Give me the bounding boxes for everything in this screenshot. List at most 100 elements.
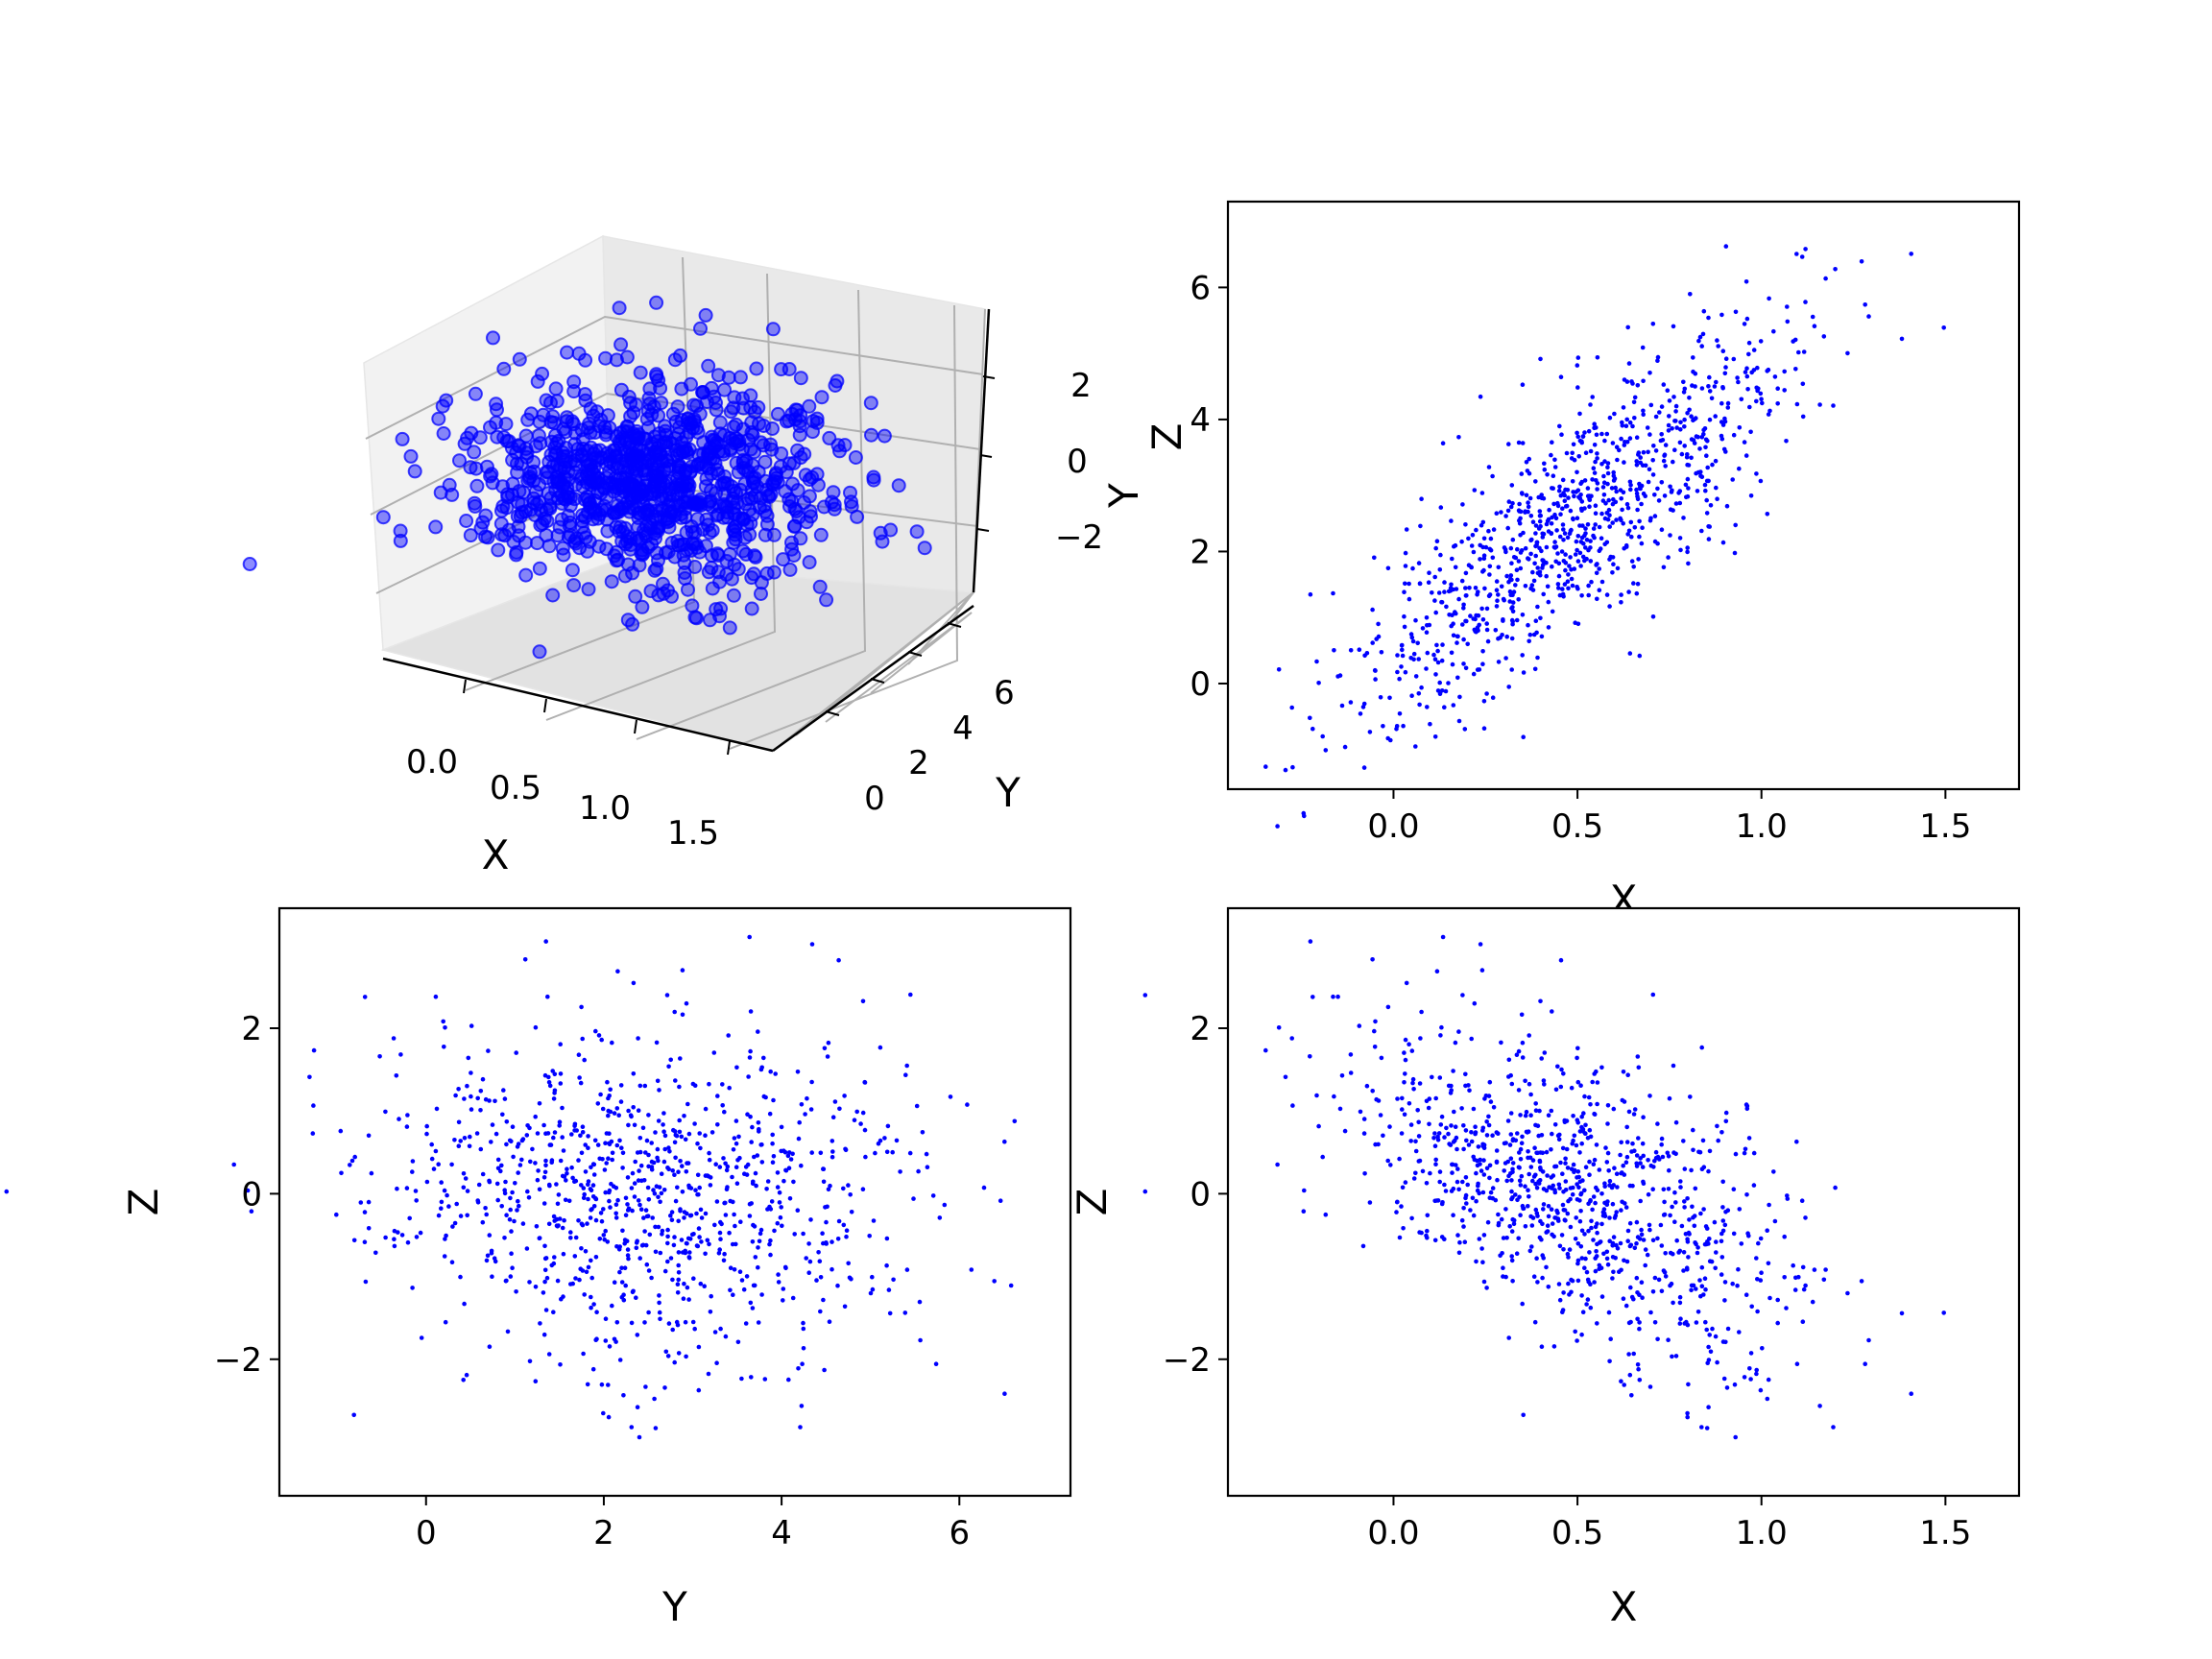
scatter-point bbox=[1510, 537, 1516, 542]
scatter-point bbox=[1503, 549, 1508, 555]
scatter-point bbox=[1685, 476, 1691, 482]
scatter-point bbox=[1570, 479, 1575, 484]
scatter-point bbox=[485, 1253, 491, 1259]
scatter-point bbox=[695, 1141, 700, 1146]
scatter-point bbox=[1575, 434, 1580, 440]
scatter-point bbox=[1533, 523, 1539, 528]
scatter-point bbox=[1521, 1206, 1527, 1211]
scatter-point bbox=[1348, 700, 1354, 705]
scatter-point bbox=[535, 1131, 541, 1136]
scatter-point-3d bbox=[457, 436, 472, 451]
scatter-point bbox=[682, 1210, 687, 1214]
scatter-point bbox=[1586, 583, 1591, 589]
scatter-point bbox=[1558, 1160, 1563, 1166]
scatter-point bbox=[1610, 441, 1616, 445]
scatter-point bbox=[465, 1083, 469, 1089]
scatter-point bbox=[1337, 673, 1343, 678]
scatter-point bbox=[527, 1125, 532, 1131]
scatter-point bbox=[1482, 586, 1487, 591]
scatter-point bbox=[1782, 388, 1787, 393]
scatter-point bbox=[626, 1108, 631, 1114]
scatter-point bbox=[1480, 519, 1486, 525]
scatter-point bbox=[541, 1122, 546, 1128]
scatter-point bbox=[1694, 1286, 1698, 1291]
scatter-point bbox=[1625, 1072, 1630, 1077]
scatter-point bbox=[702, 1284, 707, 1288]
scatter-point bbox=[1583, 531, 1588, 536]
scatter-point bbox=[1474, 613, 1479, 618]
scatter-point bbox=[1263, 764, 1268, 769]
scatter-point bbox=[1501, 1265, 1505, 1270]
scatter-point bbox=[1650, 614, 1656, 619]
scatter-point bbox=[1432, 1143, 1438, 1148]
scatter-point bbox=[1720, 349, 1726, 354]
scatter-point bbox=[748, 1009, 754, 1014]
scatter-point bbox=[1402, 1112, 1407, 1118]
scatter-point bbox=[1332, 1094, 1336, 1099]
scatter-point bbox=[410, 1169, 415, 1174]
scatter-point bbox=[231, 1162, 236, 1167]
scatter-point bbox=[1683, 482, 1689, 488]
scatter-point bbox=[1683, 1232, 1689, 1237]
scatter-point bbox=[849, 1210, 854, 1214]
scatter-point bbox=[1652, 514, 1658, 518]
scatter-point bbox=[1608, 1336, 1613, 1341]
scatter-point bbox=[1540, 535, 1546, 540]
scatter-point bbox=[1657, 410, 1662, 415]
scatter-point bbox=[1490, 1186, 1496, 1190]
scatter-point bbox=[1574, 539, 1579, 544]
scatter-point bbox=[1360, 1243, 1366, 1249]
scatter-point bbox=[678, 1159, 683, 1164]
scatter-point bbox=[1516, 559, 1522, 564]
scatter-point bbox=[551, 1135, 556, 1141]
scatter-point bbox=[617, 1358, 623, 1362]
scatter-point-3d bbox=[490, 402, 504, 418]
scatter-point bbox=[1758, 478, 1764, 484]
scatter-point bbox=[1407, 596, 1412, 602]
scatter-point bbox=[439, 1206, 444, 1211]
scatter-point bbox=[1622, 1258, 1626, 1263]
scatter-point bbox=[1432, 734, 1438, 739]
scatter-point bbox=[1410, 565, 1415, 571]
scatter-point-3d bbox=[617, 568, 633, 584]
scatter-point bbox=[1466, 536, 1471, 541]
scatter-point bbox=[1310, 995, 1315, 999]
scatter-point bbox=[373, 1250, 378, 1256]
scatter-point bbox=[1473, 1124, 1478, 1129]
scatter-point bbox=[1692, 417, 1697, 422]
scatter-point bbox=[1541, 1078, 1547, 1083]
scatter-point bbox=[1706, 315, 1711, 321]
scatter-point bbox=[537, 1236, 542, 1240]
scatter-point bbox=[1518, 1213, 1523, 1217]
scatter-point bbox=[418, 1230, 423, 1236]
scatter-point bbox=[1624, 1154, 1630, 1160]
scatter-point bbox=[1722, 371, 1728, 376]
scatter-point bbox=[1407, 1042, 1411, 1046]
scatter-point bbox=[383, 1235, 388, 1240]
scatter-point bbox=[1577, 1198, 1582, 1203]
scatter-point bbox=[1595, 487, 1599, 492]
scatter-point bbox=[1800, 1264, 1806, 1270]
scatter-point bbox=[1610, 520, 1615, 525]
scatter-point bbox=[1348, 648, 1354, 653]
scatter-point-3d bbox=[628, 589, 643, 604]
scatter-point bbox=[1571, 1114, 1575, 1118]
scatter-point bbox=[528, 1159, 533, 1165]
scatter-point bbox=[1537, 509, 1543, 514]
scatter-point bbox=[1506, 1057, 1512, 1063]
scatter-point bbox=[410, 1286, 415, 1290]
scatter-point bbox=[1410, 1080, 1415, 1086]
scatter-point bbox=[1481, 726, 1487, 731]
scatter-point bbox=[1577, 523, 1582, 528]
scatter-point bbox=[907, 1150, 913, 1156]
x-tick-label: 1.5 bbox=[1919, 807, 1971, 846]
scatter-point bbox=[965, 1102, 970, 1107]
scatter-point bbox=[1467, 1088, 1472, 1094]
scatter-point bbox=[1373, 1142, 1378, 1147]
scatter-point bbox=[1612, 411, 1617, 417]
scatter-point bbox=[601, 1410, 606, 1416]
scatter-point bbox=[456, 1087, 461, 1092]
scatter-point bbox=[1361, 765, 1367, 770]
scatter-point bbox=[1509, 561, 1514, 565]
scatter-point bbox=[1617, 447, 1622, 453]
